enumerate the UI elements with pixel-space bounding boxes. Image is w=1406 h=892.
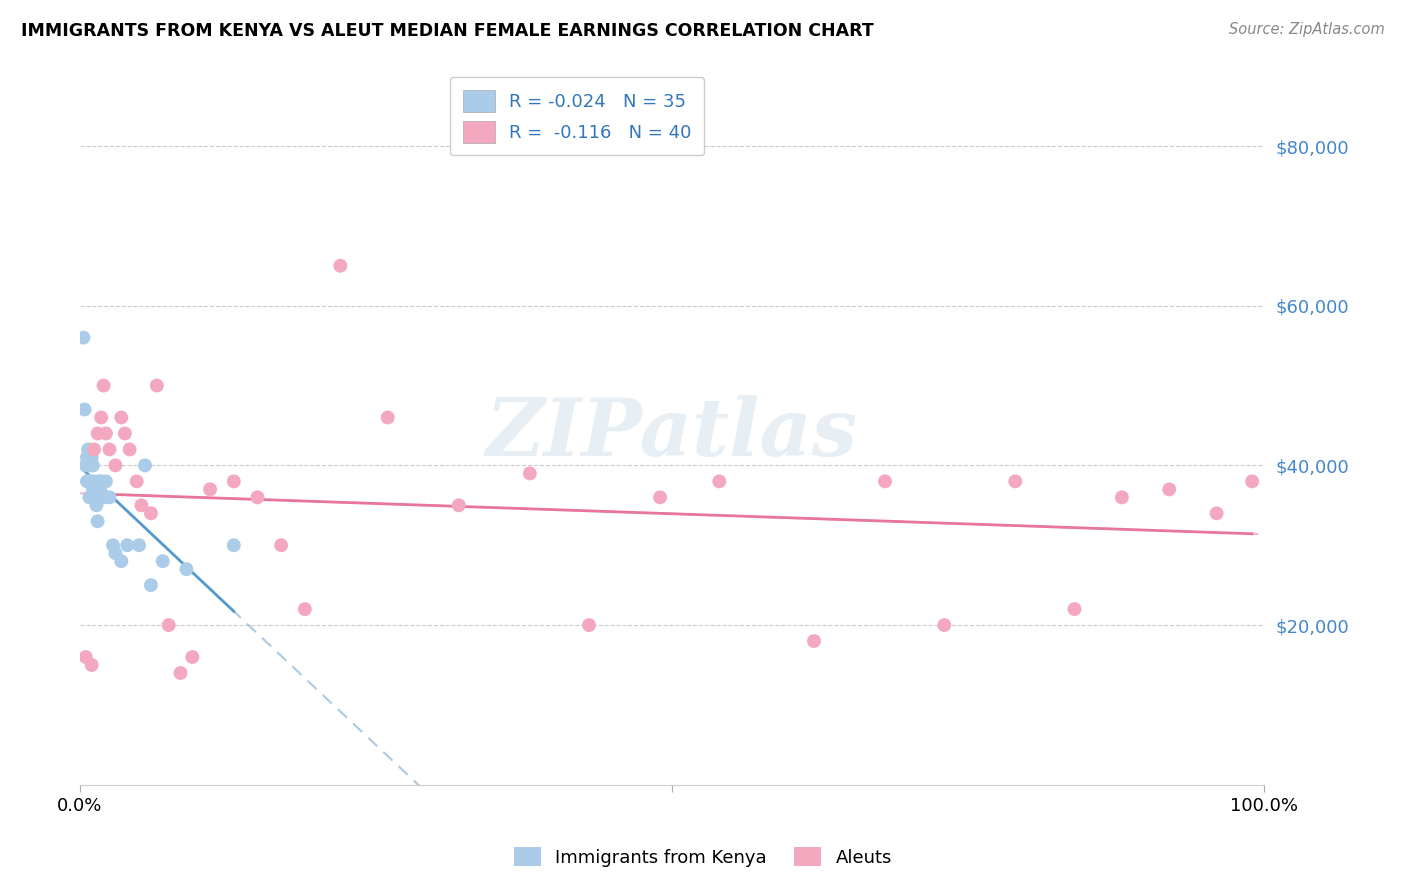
Point <box>1159 483 1181 497</box>
Point <box>101 538 124 552</box>
Text: ZIPatlas: ZIPatlas <box>486 394 858 472</box>
Point <box>519 467 541 481</box>
Point <box>86 498 108 512</box>
Point <box>803 634 825 648</box>
Legend: R = -0.024   N = 35, R =  -0.116   N = 40: R = -0.024 N = 35, R = -0.116 N = 40 <box>450 77 704 155</box>
Point <box>87 475 110 489</box>
Point <box>246 491 269 505</box>
Point <box>79 458 101 473</box>
Point <box>83 475 105 489</box>
Point <box>139 578 162 592</box>
Point <box>93 378 115 392</box>
Point <box>104 458 127 473</box>
Point <box>139 506 162 520</box>
Text: IMMIGRANTS FROM KENYA VS ALEUT MEDIAN FEMALE EARNINGS CORRELATION CHART: IMMIGRANTS FROM KENYA VS ALEUT MEDIAN FE… <box>21 22 875 40</box>
Point <box>86 514 108 528</box>
Point <box>82 458 104 473</box>
Point <box>146 378 169 392</box>
Point <box>1111 491 1133 505</box>
Point <box>72 331 94 345</box>
Point <box>152 554 174 568</box>
Point <box>270 538 292 552</box>
Point <box>79 475 101 489</box>
Point <box>1063 602 1085 616</box>
Point <box>169 665 191 680</box>
Point <box>578 618 600 632</box>
Point <box>98 491 121 505</box>
Point <box>82 483 104 497</box>
Point <box>1004 475 1026 489</box>
Text: Source: ZipAtlas.com: Source: ZipAtlas.com <box>1229 22 1385 37</box>
Point <box>1205 506 1227 520</box>
Point <box>76 450 98 465</box>
Point <box>86 426 108 441</box>
Point <box>873 475 896 489</box>
Point <box>181 650 204 665</box>
Point <box>131 498 153 512</box>
Point <box>115 538 138 552</box>
Point <box>83 442 105 457</box>
Point <box>447 498 470 512</box>
Point <box>110 410 132 425</box>
Point <box>294 602 316 616</box>
Point <box>128 538 150 552</box>
Point <box>77 442 100 457</box>
Point <box>80 450 103 465</box>
Point <box>90 410 112 425</box>
Point <box>222 538 245 552</box>
Point <box>89 483 111 497</box>
Point <box>110 554 132 568</box>
Legend: Immigrants from Kenya, Aleuts: Immigrants from Kenya, Aleuts <box>506 840 900 874</box>
Point <box>80 658 103 673</box>
Point <box>77 458 100 473</box>
Point <box>80 491 103 505</box>
Point <box>90 475 112 489</box>
Point <box>98 442 121 457</box>
Point <box>157 618 180 632</box>
Point <box>75 650 97 665</box>
Point <box>709 475 731 489</box>
Point <box>198 483 221 497</box>
Point <box>377 410 399 425</box>
Point <box>94 426 117 441</box>
Point <box>114 426 136 441</box>
Point <box>79 475 101 489</box>
Point <box>648 491 671 505</box>
Point <box>934 618 956 632</box>
Point <box>73 402 96 417</box>
Point <box>222 475 245 489</box>
Point <box>84 483 107 497</box>
Point <box>94 475 117 489</box>
Point <box>104 546 127 560</box>
Point <box>1241 475 1264 489</box>
Point <box>75 458 97 473</box>
Point <box>134 458 156 473</box>
Point <box>79 491 101 505</box>
Point <box>329 259 352 273</box>
Point <box>118 442 141 457</box>
Point <box>93 491 115 505</box>
Point <box>176 562 198 576</box>
Point <box>125 475 148 489</box>
Point <box>76 475 98 489</box>
